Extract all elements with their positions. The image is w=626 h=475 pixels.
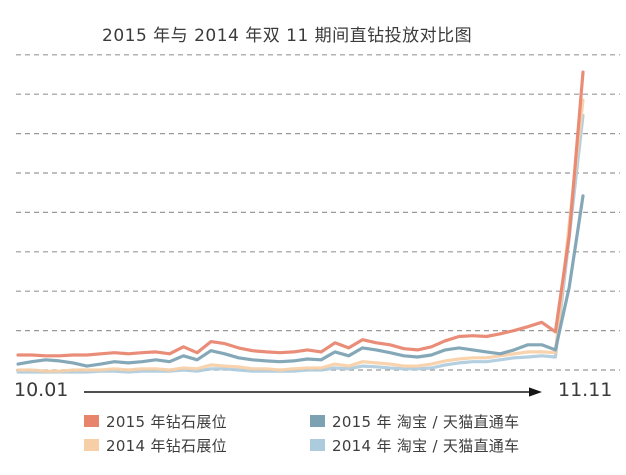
- x-axis-arrow: [84, 387, 542, 397]
- legend-item-2014-diamond: 2014 年钻石展位: [84, 435, 310, 455]
- arrow-head-icon: [529, 387, 542, 397]
- series-line-1: [16, 98, 585, 373]
- legend-item-2015-train: 2015 年 淘宝 / 天猫直通车: [310, 411, 519, 431]
- legend-label-2014-diamond: 2014 年钻石展位: [106, 436, 227, 455]
- legend-swatch-2014-train-icon: [310, 439, 325, 451]
- series-line-2: [16, 194, 585, 368]
- legend-label-2014-train: 2014 年 淘宝 / 天猫直通车: [332, 436, 520, 455]
- legend-item-2015-diamond: 2015 年钻石展位: [84, 411, 310, 431]
- legend-item-2014-train: 2014 年 淘宝 / 天猫直通车: [310, 435, 519, 455]
- legend-swatch-2014-diamond-icon: [84, 439, 99, 451]
- series-line-3: [16, 70, 585, 358]
- x-axis-start-label: 10.01: [14, 379, 69, 401]
- series-line-0: [16, 113, 585, 374]
- chart-title: 2015 年与 2014 年双 11 期间直钻投放对比图: [102, 26, 473, 46]
- legend-label-2015-diamond: 2015 年钻石展位: [106, 412, 227, 431]
- legend-label-2015-train: 2015 年 淘宝 / 天猫直通车: [332, 412, 520, 431]
- x-axis-end-label: 11.11: [558, 379, 613, 401]
- legend-swatch-2015-diamond-icon: [84, 415, 99, 427]
- series-lines: [16, 70, 585, 374]
- legend: 2015 年钻石展位 2015 年 淘宝 / 天猫直通车 2014 年钻石展位 …: [84, 411, 519, 455]
- gridlines: [16, 54, 620, 371]
- legend-swatch-2015-train-icon: [310, 415, 325, 427]
